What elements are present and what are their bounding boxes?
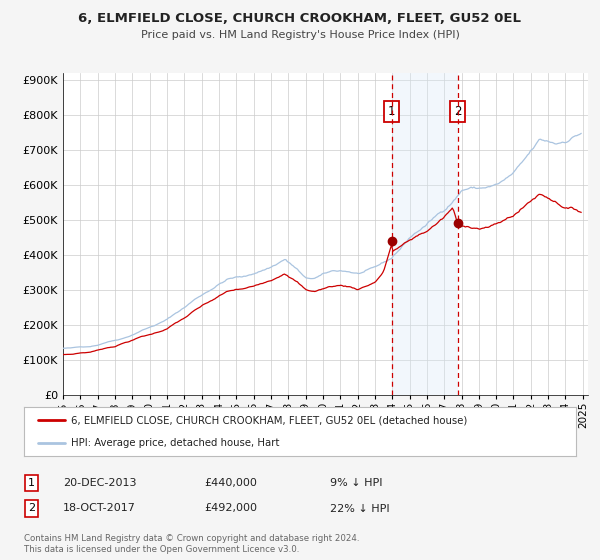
Text: 22% ↓ HPI: 22% ↓ HPI [330, 503, 389, 514]
Text: 2: 2 [454, 105, 461, 118]
Text: Price paid vs. HM Land Registry's House Price Index (HPI): Price paid vs. HM Land Registry's House … [140, 30, 460, 40]
Text: £440,000: £440,000 [204, 478, 257, 488]
Bar [392, 73, 458, 395]
Text: 18-OCT-2017: 18-OCT-2017 [63, 503, 136, 514]
Text: 1: 1 [388, 105, 395, 118]
Text: 6, ELMFIELD CLOSE, CHURCH CROOKHAM, FLEET, GU52 0EL (detached house): 6, ELMFIELD CLOSE, CHURCH CROOKHAM, FLEE… [71, 416, 467, 426]
Text: 6, ELMFIELD CLOSE, CHURCH CROOKHAM, FLEET, GU52 0EL: 6, ELMFIELD CLOSE, CHURCH CROOKHAM, FLEE… [79, 12, 521, 25]
Text: 2: 2 [28, 503, 35, 514]
Text: 20-DEC-2013: 20-DEC-2013 [63, 478, 137, 488]
Text: £492,000: £492,000 [204, 503, 257, 514]
Text: Contains HM Land Registry data © Crown copyright and database right 2024.: Contains HM Land Registry data © Crown c… [24, 534, 359, 543]
Text: HPI: Average price, detached house, Hart: HPI: Average price, detached house, Hart [71, 438, 280, 448]
Text: This data is licensed under the Open Government Licence v3.0.: This data is licensed under the Open Gov… [24, 545, 299, 554]
Text: 1: 1 [28, 478, 35, 488]
Text: 9% ↓ HPI: 9% ↓ HPI [330, 478, 383, 488]
